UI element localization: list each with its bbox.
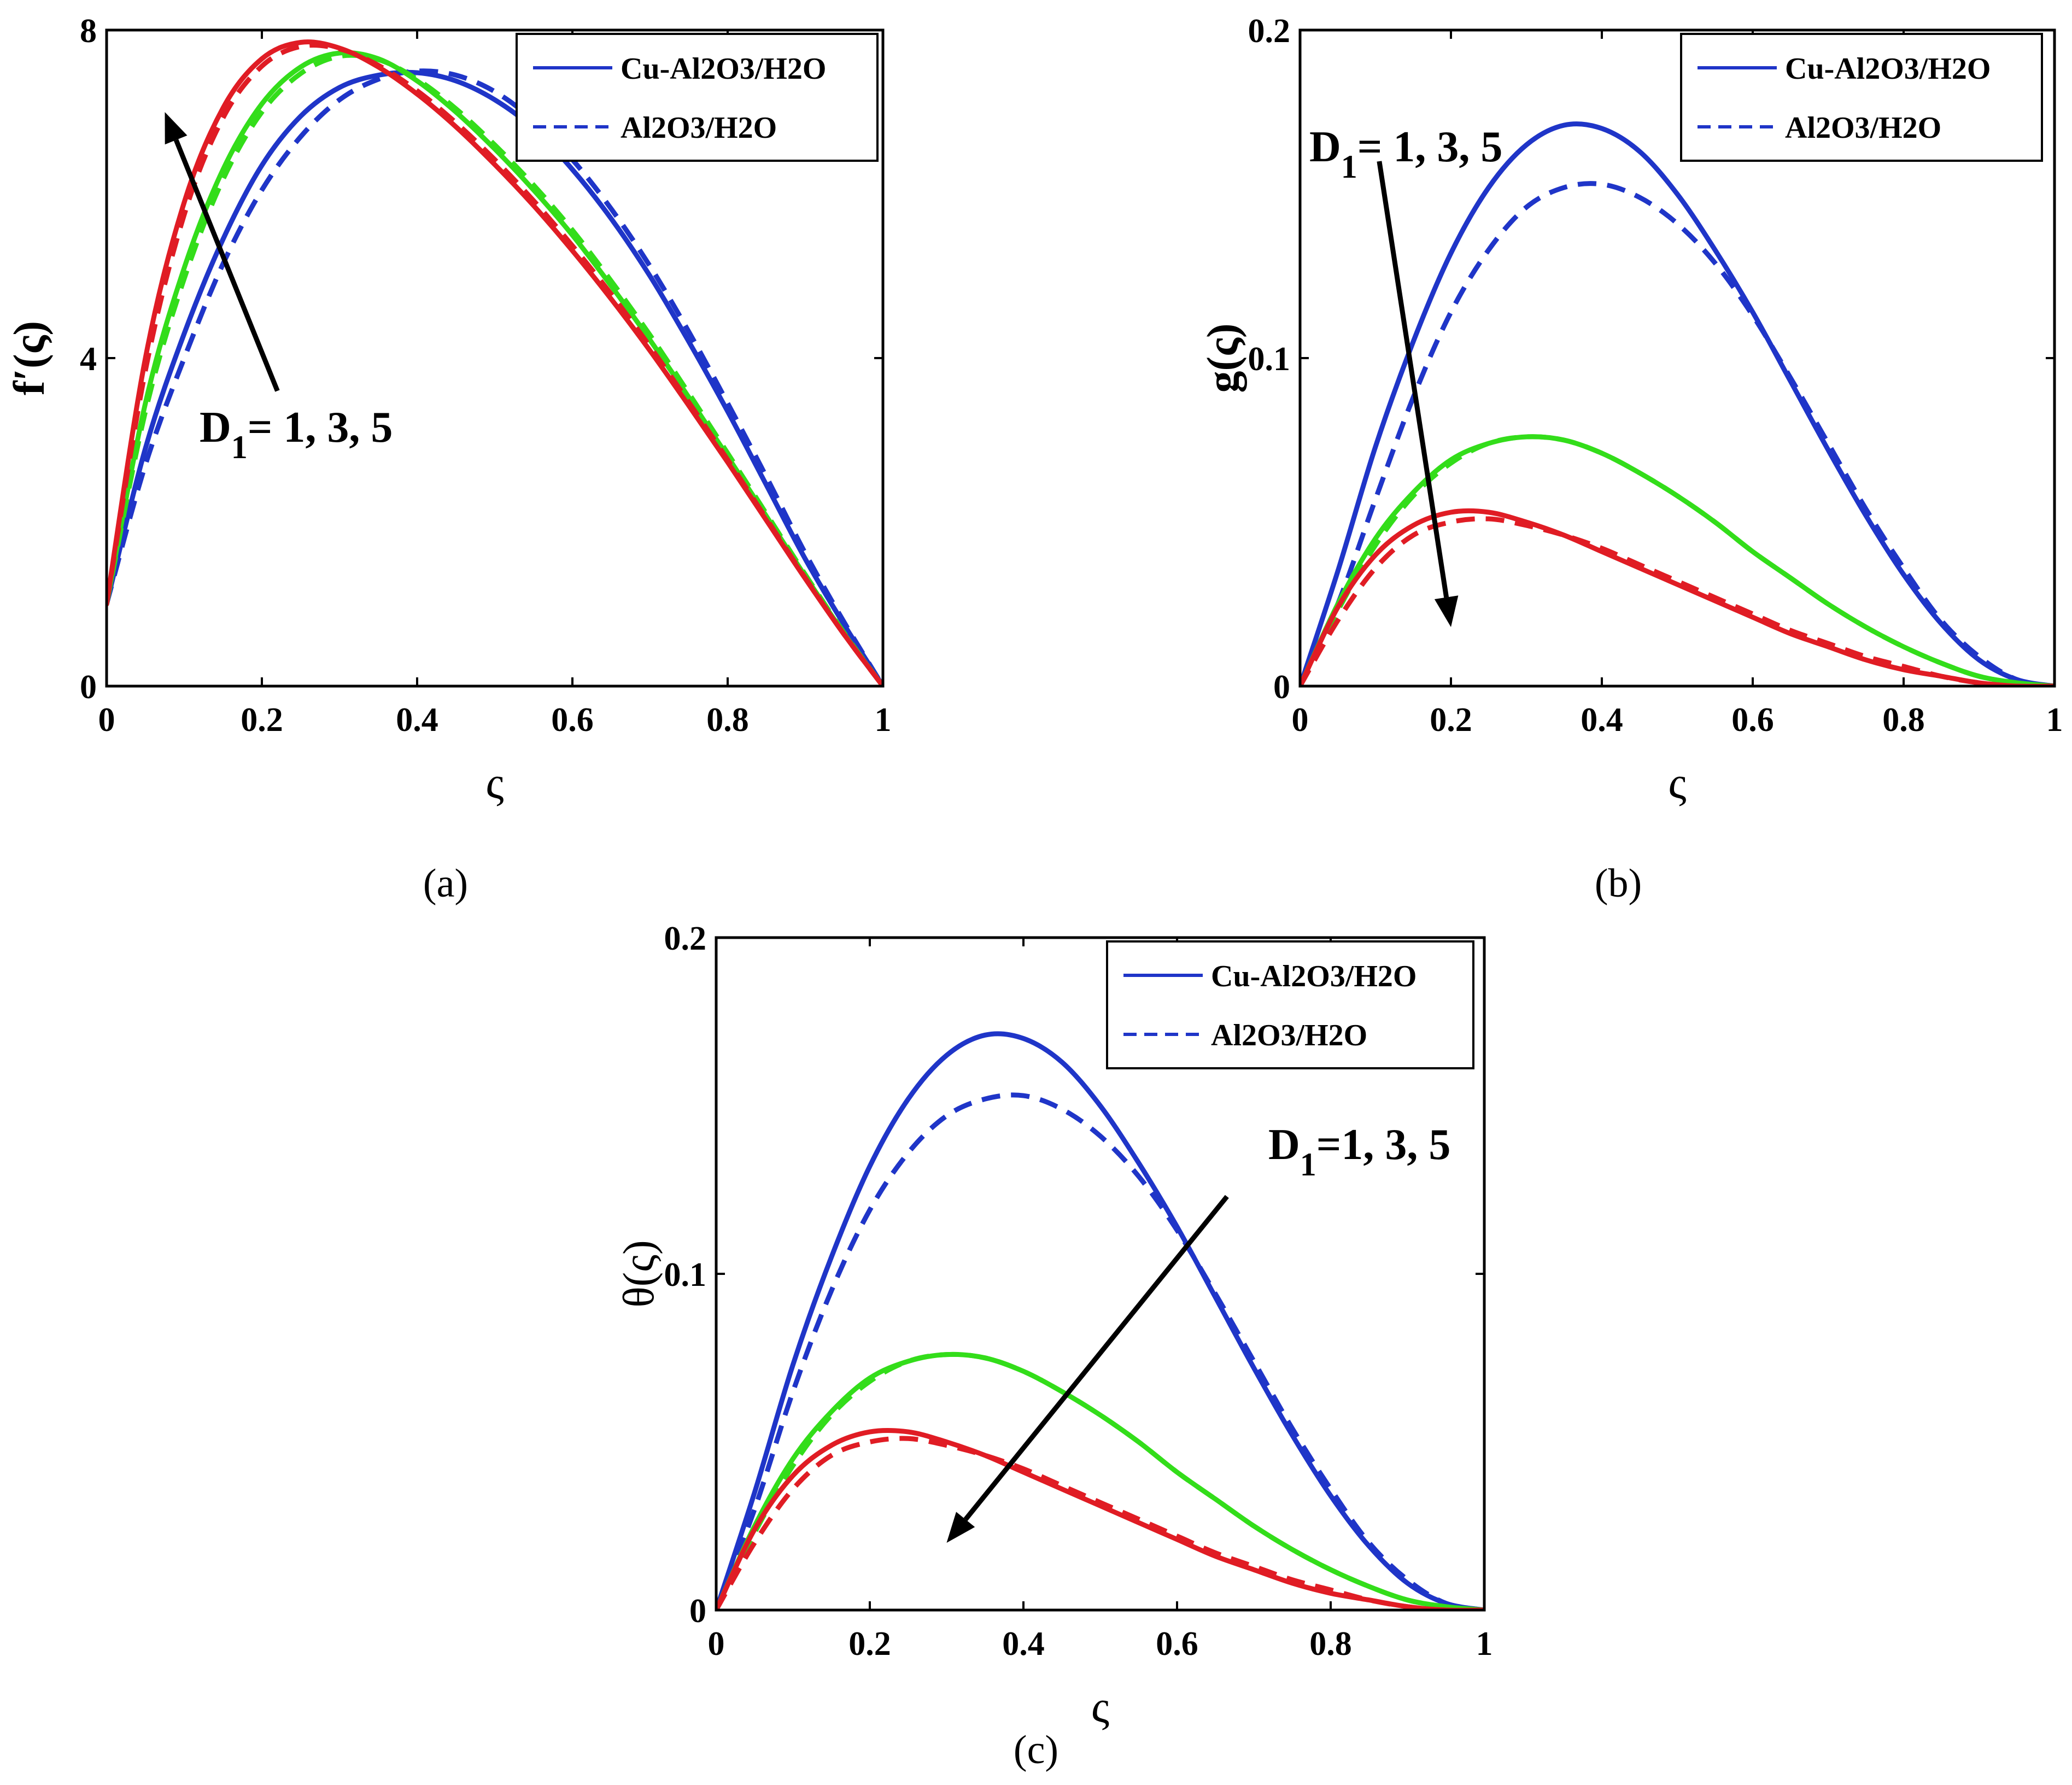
x-tick-label: 1 [1476,1625,1493,1663]
annotation-arrow-shaft [963,1195,1229,1521]
annotation-values: = 1, 3, 5 [1357,123,1503,171]
legend-label-dashed: Al2O3/H2O [1211,1019,1367,1052]
annotation-label: D1= 1, 3, 5 [200,403,393,465]
series-line-green-dashed [107,52,883,686]
y-tick-label: 0 [80,669,97,706]
x-tick-label: 0.8 [1309,1625,1352,1663]
y-axis-label: g(ς) [1199,323,1247,393]
legend-label-dashed: Al2O3/H2O [1785,111,1941,145]
legend-box [1106,940,1474,1069]
annotation-arrow-head [165,112,188,145]
panel-b: 0 0.2 0.4 0.6 0.8 1 0 0.1 0.2 ς g(ς) Cu-Al2O3/H2O Al… [1199,13,2063,906]
legend: Cu-Al2O3/H2O Al2O3/H2O [516,33,879,162]
y-tick-label: 0 [689,1593,706,1630]
series-group [716,1031,1484,1610]
x-tick-label: 0.2 [241,701,283,739]
legend: Cu-Al2O3/H2O Al2O3/H2O [1106,940,1474,1069]
annotation-prefix: D [200,403,231,452]
x-tick-label: 0.4 [1581,701,1623,739]
y-tick-label: 4 [80,341,97,378]
x-axis-label: ς [485,758,504,809]
y-tick-label: 0 [1273,669,1290,706]
x-tick-label: 0.6 [1156,1625,1198,1663]
annotation-prefix: D [1268,1121,1300,1169]
x-tick-label: 0.8 [706,701,749,739]
legend-label-solid: Cu-Al2O3/H2O [1785,52,1991,86]
panel-c: 0 0.2 0.4 0.6 0.8 1 0 0.1 0.2 ς θ(ς) Cu-Al2O3/H2O Al… [615,920,1493,1772]
series-line-green-dashed [1300,434,2055,686]
x-axis-label: ς [1668,758,1686,809]
series-line-blue-solid [107,69,883,686]
x-tick-label: 0 [1292,701,1309,739]
series-line-red-solid [1300,508,2055,686]
series-line-green-solid [107,50,883,686]
series-line-red-dashed [107,43,883,686]
x-tick-label: 0.4 [1002,1625,1045,1663]
annotation-arrow-shaft [1377,161,1449,598]
annotation-arrow-shaft [173,139,280,392]
panel-caption: (b) [1595,861,1642,906]
x-tick-label: 0.2 [1430,701,1472,739]
y-axis-label: θ(ς) [615,1240,663,1307]
panel-a: 0 0.2 0.4 0.6 0.8 1 0 4 8 ς f′(ς) Cu-Al2O3/H2O Al2O3… [5,13,892,906]
series-line-green-dashed [716,1351,1484,1610]
series-group [1300,121,2055,686]
x-tick-label: 1 [875,701,892,739]
y-tick-label: 0.1 [664,1256,707,1294]
x-tick-label: 0.4 [396,701,438,739]
annotation-values: = 1, 3, 5 [248,403,393,452]
x-tick-label: 1 [2046,701,2063,739]
series-line-red-dashed [1300,516,2055,686]
annotation-arrow-head [1434,595,1459,627]
series-line-blue-dashed [716,1092,1484,1610]
series-line-blue-dashed [1300,181,2055,686]
series-group [107,39,883,686]
y-tick-label: 0.1 [1248,341,1291,378]
legend: Cu-Al2O3/H2O Al2O3/H2O [1680,33,2043,162]
series-line-blue-solid [716,1031,1484,1610]
x-tick-label: 0.8 [1882,701,1925,739]
annotation-arrow-head [946,1512,975,1543]
annotation-label: D1=1, 3, 5 [1268,1121,1450,1183]
x-tick-label: 0.6 [551,701,594,739]
x-tick-label: 0 [708,1625,725,1663]
x-tick-label: 0 [98,701,115,739]
x-tick-label: 0.6 [1731,701,1774,739]
legend-label-solid: Cu-Al2O3/H2O [621,52,826,86]
series-line-blue-dashed [107,68,883,686]
y-tick-label: 8 [80,13,97,50]
legend-label-dashed: Al2O3/H2O [621,111,777,145]
legend-box [516,33,879,162]
y-tick-label: 0.2 [1248,13,1291,50]
annotation-subscript: 1 [1341,149,1357,185]
legend-box [1680,33,2043,162]
annotation-subscript: 1 [231,429,248,465]
x-tick-label: 0.2 [848,1625,891,1663]
panel-caption: (c) [1014,1728,1058,1772]
legend-label-solid: Cu-Al2O3/H2O [1211,959,1417,993]
x-axis-label: ς [1091,1682,1109,1733]
annotation-subscript: 1 [1300,1146,1316,1183]
series-line-blue-solid [1300,121,2055,686]
y-axis-label: f′(ς) [5,321,54,395]
annotation-values: =1, 3, 5 [1316,1121,1451,1169]
series-line-green-solid [1300,434,2055,686]
annotation-prefix: D [1309,123,1341,171]
series-line-red-dashed [716,1436,1484,1610]
y-tick-label: 0.2 [664,920,707,957]
panel-caption: (a) [423,861,468,906]
series-line-green-solid [716,1351,1484,1610]
annotation-label: D1= 1, 3, 5 [1309,123,1502,185]
